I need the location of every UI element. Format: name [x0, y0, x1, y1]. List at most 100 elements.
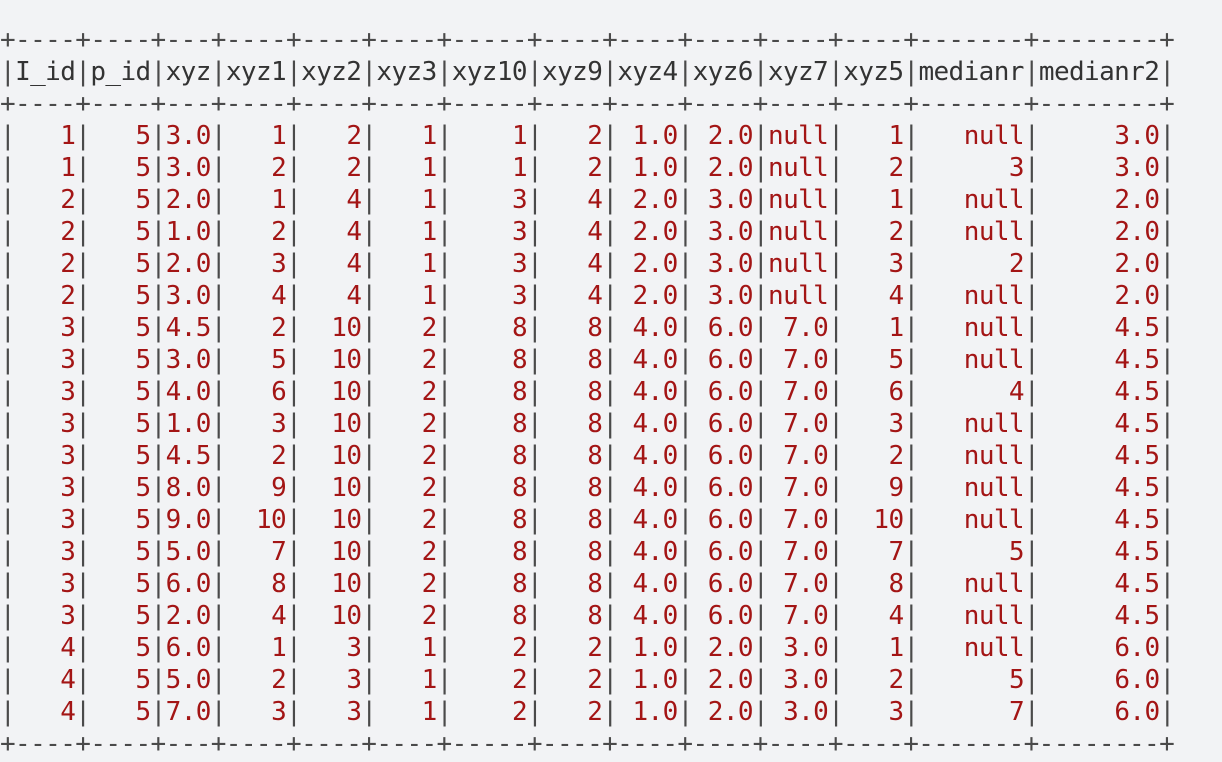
column-separator: |: [752, 409, 769, 439]
table-row: | 2| 5|2.0| 1| 4| 1| 3| 4| 2.0| 3.0|null…: [0, 184, 1175, 216]
column-separator: |: [527, 377, 543, 407]
table-cell: 9: [888, 473, 904, 503]
table-cell: 8: [511, 537, 528, 567]
column-header: xyz6: [692, 57, 754, 87]
column-separator: |: [602, 569, 618, 599]
table-row: | 3| 5|4.5| 2| 10| 2| 8| 8| 4.0| 6.0| 7.…: [0, 440, 1175, 472]
column-separator: |: [752, 473, 769, 503]
table-cell: 4.0: [632, 377, 678, 407]
column-separator: |: [436, 313, 453, 343]
column-separator: |: [150, 697, 167, 727]
column-separator: |: [1159, 697, 1176, 727]
column-separator: |: [752, 697, 769, 727]
column-separator: |: [1023, 185, 1040, 215]
table-cell: null: [963, 473, 1025, 503]
table-border: +----+----+---+----+----+----+-----+----…: [0, 89, 1175, 119]
table-cell: 4: [346, 281, 362, 311]
column-separator: |: [752, 153, 769, 183]
column-separator: |: [677, 409, 694, 439]
table-cell: 1: [421, 665, 438, 695]
column-separator: |: [677, 569, 694, 599]
table-cell: 3.0: [707, 185, 754, 215]
column-separator: |: [602, 345, 618, 375]
column-separator: |: [828, 537, 844, 567]
table-cell: 3: [60, 377, 76, 407]
table-cell: 5: [1008, 537, 1025, 567]
column-separator: |: [75, 377, 91, 407]
table-row: | 1| 5|3.0| 2| 2| 1| 1| 2| 1.0| 2.0|null…: [0, 152, 1175, 184]
table-cell: 2: [271, 665, 287, 695]
column-separator: |: [0, 345, 16, 375]
column-separator: |: [361, 185, 377, 215]
table-cell: 5: [135, 185, 152, 215]
table-cell: 10: [331, 377, 362, 407]
table-cell: 8: [587, 601, 603, 631]
table-cell: null: [768, 249, 829, 279]
column-separator: |: [527, 569, 543, 599]
column-separator: |: [361, 57, 377, 87]
table-cell: 1: [888, 633, 904, 663]
table-row: | 1| 5|3.0| 1| 2| 1| 1| 2| 1.0| 2.0|null…: [0, 120, 1175, 152]
column-separator: |: [286, 633, 302, 663]
table-cell: 1: [421, 249, 438, 279]
column-separator: |: [602, 57, 618, 87]
column-separator: |: [1023, 217, 1040, 247]
table-cell: 8: [587, 537, 603, 567]
column-separator: |: [1159, 121, 1176, 151]
column-separator: |: [0, 377, 16, 407]
column-separator: |: [752, 345, 769, 375]
column-separator: |: [828, 665, 844, 695]
table-cell: 5: [135, 633, 152, 663]
table-cell: 8: [587, 409, 603, 439]
column-separator: |: [677, 665, 694, 695]
column-separator: |: [75, 697, 91, 727]
table-cell: 2: [421, 537, 438, 567]
column-separator: |: [527, 185, 543, 215]
column-separator: |: [0, 601, 16, 631]
column-separator: |: [1023, 569, 1040, 599]
table-cell: 3: [271, 697, 287, 727]
table-cell: 8: [511, 409, 528, 439]
column-separator: |: [677, 249, 694, 279]
column-separator: |: [286, 473, 302, 503]
column-separator: |: [75, 409, 91, 439]
table-cell: 4: [587, 249, 603, 279]
column-separator: |: [1159, 153, 1176, 183]
table-cell: 2: [888, 217, 904, 247]
table-cell: null: [768, 217, 829, 247]
column-separator: |: [1159, 601, 1176, 631]
column-separator: |: [903, 185, 920, 215]
table-cell: 2: [421, 345, 438, 375]
column-separator: |: [150, 345, 167, 375]
table-cell: 4.5: [1114, 505, 1160, 535]
table-cell: 5: [135, 441, 152, 471]
table-cell: 1: [421, 121, 438, 151]
table-cell: 4: [346, 217, 362, 247]
table-cell: 8.0: [165, 473, 212, 503]
column-separator: |: [0, 505, 16, 535]
column-separator: |: [527, 697, 543, 727]
column-separator: |: [436, 121, 453, 151]
column-separator: |: [286, 537, 302, 567]
column-separator: |: [286, 345, 302, 375]
column-separator: |: [828, 281, 844, 311]
column-header: I_id: [15, 57, 76, 87]
table-cell: 6.0: [707, 473, 754, 503]
table-cell: 7: [1008, 697, 1025, 727]
column-separator: |: [903, 377, 920, 407]
table-cell: 10: [331, 313, 362, 343]
table-cell: 5: [1008, 665, 1025, 695]
table-cell: 2: [421, 473, 438, 503]
table-row: | 3| 5|8.0| 9| 10| 2| 8| 8| 4.0| 6.0| 7.…: [0, 472, 1175, 504]
column-separator: |: [828, 505, 844, 535]
column-separator: |: [903, 665, 920, 695]
column-separator: |: [903, 505, 920, 535]
table-cell: 8: [511, 473, 528, 503]
column-separator: |: [828, 633, 844, 663]
column-separator: |: [150, 537, 167, 567]
column-separator: |: [828, 473, 844, 503]
column-separator: |: [150, 377, 167, 407]
table-row: | 3| 5|5.0| 7| 10| 2| 8| 8| 4.0| 6.0| 7.…: [0, 536, 1175, 568]
table-cell: 2.0: [632, 249, 678, 279]
column-separator: |: [602, 697, 618, 727]
